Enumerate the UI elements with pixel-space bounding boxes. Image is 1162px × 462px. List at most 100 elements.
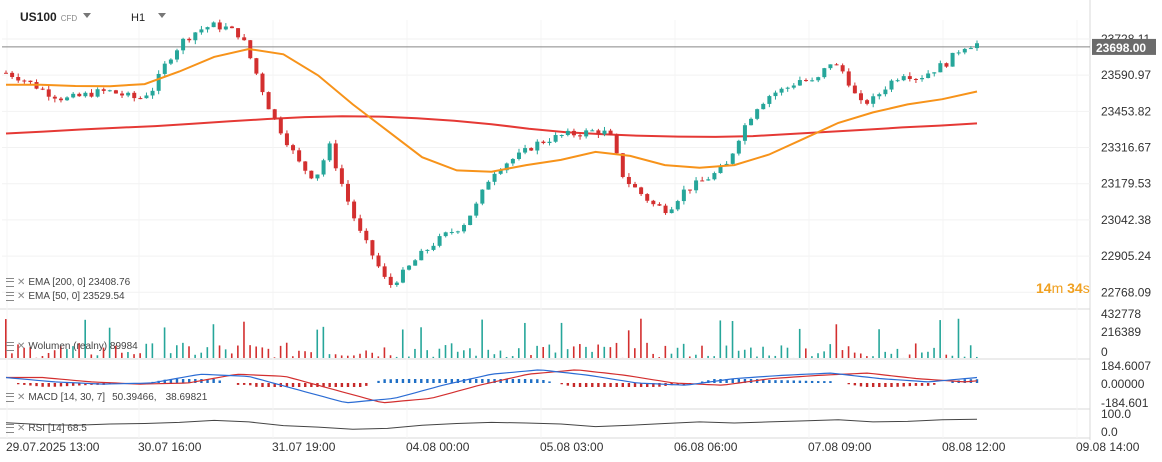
candle xyxy=(687,189,692,191)
volume-bar xyxy=(493,354,496,358)
macd-histogram-bar xyxy=(29,383,32,386)
legend-ema200[interactable]: ✕ EMA [200, 0] 23408.76 xyxy=(6,277,130,288)
macd-histogram-bar xyxy=(65,383,69,387)
candle xyxy=(278,118,283,134)
candle xyxy=(871,96,876,104)
candle xyxy=(150,90,155,96)
candle xyxy=(156,73,161,91)
volume-bar xyxy=(17,344,19,358)
legend-ema50[interactable]: ✕ EMA [50, 0] 23529.54 xyxy=(6,291,125,302)
candle xyxy=(486,181,491,190)
candle xyxy=(926,73,931,79)
macd-histogram-bar xyxy=(829,381,832,383)
candle xyxy=(938,63,943,73)
volume-bar xyxy=(23,347,25,358)
candle xyxy=(663,205,668,214)
macd-histogram-bar xyxy=(291,383,295,387)
macd-histogram-bar xyxy=(633,383,637,387)
candle xyxy=(132,92,137,99)
macd-histogram-bar xyxy=(413,379,417,383)
volume-bar xyxy=(292,356,294,358)
candle xyxy=(126,92,131,96)
volume-bar xyxy=(499,350,502,358)
indicator-menu-icon[interactable] xyxy=(6,342,14,351)
volume-bar xyxy=(169,353,172,358)
volume-bar xyxy=(579,344,581,358)
volume-bar xyxy=(737,350,740,358)
close-icon[interactable]: ✕ xyxy=(17,277,26,288)
macd-histogram-bar xyxy=(737,379,741,383)
candle xyxy=(229,26,234,29)
volume-bar xyxy=(560,322,563,358)
interval-selector[interactable]: H1 xyxy=(131,12,145,24)
candle xyxy=(535,141,540,151)
volume-bar xyxy=(487,349,490,358)
volume-bar xyxy=(163,327,166,358)
candle xyxy=(523,148,528,153)
volume-bar xyxy=(615,342,618,358)
macd-histogram-bar xyxy=(432,379,435,383)
candle xyxy=(211,22,216,28)
symbol-selector[interactable]: US100 CFD xyxy=(20,10,77,24)
candle xyxy=(437,236,442,246)
volume-bar xyxy=(914,343,917,358)
macd-histogram-bar xyxy=(884,383,887,387)
legend-macd[interactable]: ✕ MACD [14, 30, 7] 50.39466, 38.69821 xyxy=(6,392,207,403)
time-tick-label: 09.08 14:00 xyxy=(1076,440,1140,454)
candle xyxy=(449,232,454,234)
indicator-menu-icon[interactable] xyxy=(6,292,14,301)
close-icon[interactable]: ✕ xyxy=(17,341,26,352)
volume-bar xyxy=(102,347,105,358)
candle xyxy=(162,63,167,74)
volume-bar xyxy=(890,353,893,358)
grid xyxy=(0,0,1091,440)
macd-histogram-bar xyxy=(468,379,472,383)
volume-bar xyxy=(627,330,630,358)
volume-bar xyxy=(90,354,93,358)
candle xyxy=(376,255,381,267)
volume-bars xyxy=(5,318,978,358)
volume-bar xyxy=(212,324,215,358)
candle xyxy=(71,93,76,98)
macd-histogram-bar xyxy=(359,383,362,387)
countdown-seconds: 34 xyxy=(1067,280,1083,296)
ema50-line xyxy=(6,47,978,173)
volume-bar xyxy=(688,356,691,358)
candle xyxy=(858,93,863,101)
volume-bar xyxy=(933,347,935,358)
indicator-menu-icon[interactable] xyxy=(6,424,14,433)
candle xyxy=(187,38,192,41)
indicator-menu-icon[interactable] xyxy=(6,393,14,402)
macd-histogram-bar xyxy=(352,383,356,387)
close-icon[interactable]: ✕ xyxy=(17,291,26,302)
candle xyxy=(553,135,558,142)
candle xyxy=(309,170,314,179)
volume-bar xyxy=(731,321,734,358)
macd-histogram-bar xyxy=(591,383,594,387)
legend-rsi[interactable]: ✕ RSI [14] 68.5 xyxy=(6,423,87,434)
macd-histogram-bar xyxy=(859,383,863,387)
legend-volume[interactable]: ✕ Wolumen (realny) 89984 xyxy=(6,341,138,352)
time-tick-label: 31.07 19:00 xyxy=(272,440,336,454)
indicator-menu-icon[interactable] xyxy=(6,278,14,287)
candle xyxy=(651,200,656,205)
candle xyxy=(596,130,601,135)
close-icon[interactable]: ✕ xyxy=(17,423,26,434)
close-icon[interactable]: ✕ xyxy=(17,392,26,403)
symbol-dropdown-icon[interactable] xyxy=(83,13,91,18)
macd-histogram-bar xyxy=(817,381,820,383)
interval-dropdown-icon[interactable] xyxy=(158,13,166,18)
macd-histogram-bar xyxy=(603,383,606,387)
volume-bar xyxy=(951,355,954,358)
legend-ema200-text: EMA [200, 0] 23408.76 xyxy=(28,277,131,288)
volume-bar xyxy=(359,353,361,358)
volume-bar xyxy=(481,319,483,358)
volume-bar xyxy=(566,349,569,358)
candle xyxy=(474,203,479,216)
macd-histogram-bar xyxy=(768,380,771,383)
macd-histogram-bar xyxy=(926,383,930,386)
candle xyxy=(504,163,509,171)
volume-bar xyxy=(805,348,807,358)
volume-bar xyxy=(597,344,599,358)
